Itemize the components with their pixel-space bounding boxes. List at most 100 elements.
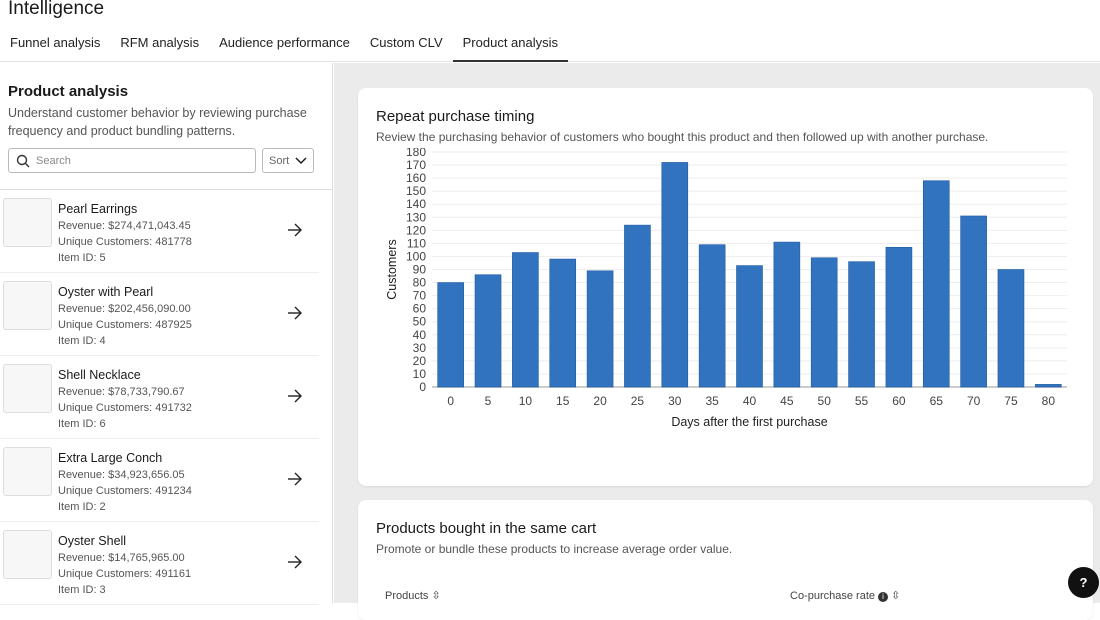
product-revenue: Revenue: $14,765,965.00 [58,552,185,564]
bar[interactable] [773,241,801,388]
info-icon[interactable]: i [878,592,889,602]
x-tick-label: 10 [519,394,533,408]
tab-bar: Funnel analysis RFM analysis Audience pe… [0,28,1100,62]
sort-label: Sort [269,155,290,167]
bar[interactable] [437,282,464,388]
y-axis-label: Customers [385,239,399,299]
column-label: Co-purchase rate [790,590,875,602]
x-tick-label: 0 [447,394,454,408]
x-tick-label: 15 [556,394,570,408]
product-item-id: Item ID: 2 [58,501,106,513]
product-item-id: Item ID: 5 [58,252,106,264]
sidebar: Product analysis Understand customer beh… [0,63,333,605]
sort-icon: ⇳ [891,590,901,602]
tab-audience-performance[interactable]: Audience performance [219,35,350,50]
main-content: Repeat purchase timing Review the purcha… [334,63,1100,620]
product-customers: Unique Customers: 491161 [58,568,192,580]
tab-product-analysis[interactable]: Product analysis [452,28,569,62]
y-tick-label: 90 [413,263,427,277]
y-tick-label: 130 [406,210,426,224]
card-subtitle: Review the purchasing behavior of custom… [376,130,989,144]
y-tick-label: 50 [413,315,427,329]
x-tick-label: 25 [631,394,645,408]
bar[interactable] [698,244,726,388]
product-list-item[interactable]: Extra Large Conch Revenue: $34,923,656.0… [0,439,319,522]
product-item-id: Item ID: 6 [58,418,106,430]
product-revenue: Revenue: $274,471,043.45 [58,220,191,232]
bar[interactable] [885,247,913,388]
product-list-item[interactable]: Shell Necklace Revenue: $78,733,790.67 U… [0,356,319,439]
product-list-item[interactable]: Pearl Earrings Revenue: $274,471,043.45 … [0,190,319,273]
arrow-right-icon[interactable] [287,306,303,320]
bar[interactable] [624,224,651,388]
sort-dropdown[interactable]: Sort [262,148,314,173]
x-tick-label: 75 [1004,394,1018,408]
y-tick-label: 70 [413,289,427,303]
x-tick-label: 35 [705,394,719,408]
x-tick-label: 20 [593,394,607,408]
product-customers: Unique Customers: 481778 [58,236,192,248]
search-icon [16,154,30,168]
product-customers: Unique Customers: 491732 [58,402,192,414]
y-tick-label: 80 [413,276,427,290]
y-tick-label: 60 [413,302,427,316]
product-name: Shell Necklace [58,368,141,382]
tab-funnel-analysis[interactable]: Funnel analysis [10,35,101,50]
product-item-id: Item ID: 3 [58,584,106,596]
sort-icon: ⇳ [431,590,441,602]
product-item-id: Item ID: 4 [58,335,106,347]
search-placeholder: Search [36,155,71,167]
y-tick-label: 180 [406,148,426,159]
product-customers: Unique Customers: 491234 [58,485,192,497]
y-tick-label: 170 [406,158,426,172]
sidebar-description: Understand customer behavior by reviewin… [8,106,307,138]
arrow-right-icon[interactable] [287,389,303,403]
arrow-right-icon[interactable] [287,472,303,486]
x-tick-label: 80 [1042,394,1056,408]
product-thumbnail [3,364,52,413]
y-tick-label: 100 [406,249,426,263]
x-tick-label: 40 [743,394,757,408]
y-tick-label: 140 [406,197,426,211]
bar[interactable] [922,180,950,388]
column-header-products[interactable]: Products ⇳ [385,589,441,602]
search-input[interactable]: Search [8,148,256,173]
bar[interactable] [848,261,875,388]
y-tick-label: 150 [406,184,426,198]
card-title: Products bought in the same cart [376,520,597,537]
bar[interactable] [474,274,502,388]
product-customers: Unique Customers: 487925 [58,319,192,331]
sidebar-title: Product analysis [8,83,129,100]
product-revenue: Revenue: $34,923,656.05 [58,469,185,481]
product-name: Pearl Earrings [58,202,138,216]
tab-rfm-analysis[interactable]: RFM analysis [120,35,200,50]
bar[interactable] [549,258,577,388]
product-revenue: Revenue: $202,456,090.00 [58,303,191,315]
bar[interactable] [997,269,1025,388]
help-button[interactable]: ? [1068,567,1099,598]
arrow-right-icon[interactable] [287,223,303,237]
bar[interactable] [810,257,838,388]
bar[interactable] [586,270,614,388]
x-tick-label: 45 [780,394,794,408]
bar[interactable] [512,252,539,388]
product-revenue: Revenue: $78,733,790.67 [58,386,185,398]
product-list-item[interactable]: Oyster with Pearl Revenue: $202,456,090.… [0,273,319,356]
x-tick-label: 55 [855,394,869,408]
product-list-item[interactable]: Oyster Shell Revenue: $14,765,965.00 Uni… [0,522,319,605]
x-tick-label: 65 [930,394,944,408]
y-tick-label: 10 [413,367,427,381]
y-tick-label: 30 [413,341,427,355]
bar[interactable] [1035,384,1062,388]
tab-custom-clv[interactable]: Custom CLV [369,35,443,50]
arrow-right-icon[interactable] [287,555,303,569]
column-header-co-purchase-rate[interactable]: Co-purchase rate i ⇳ [790,589,900,602]
bar[interactable] [960,215,987,388]
x-tick-label: 50 [818,394,832,408]
y-tick-label: 160 [406,171,426,185]
card-title: Repeat purchase timing [376,108,535,125]
bar[interactable] [661,162,689,388]
repeat-purchase-card: Repeat purchase timing Review the purcha… [358,88,1093,486]
product-thumbnail [3,447,52,496]
bar[interactable] [736,265,763,388]
